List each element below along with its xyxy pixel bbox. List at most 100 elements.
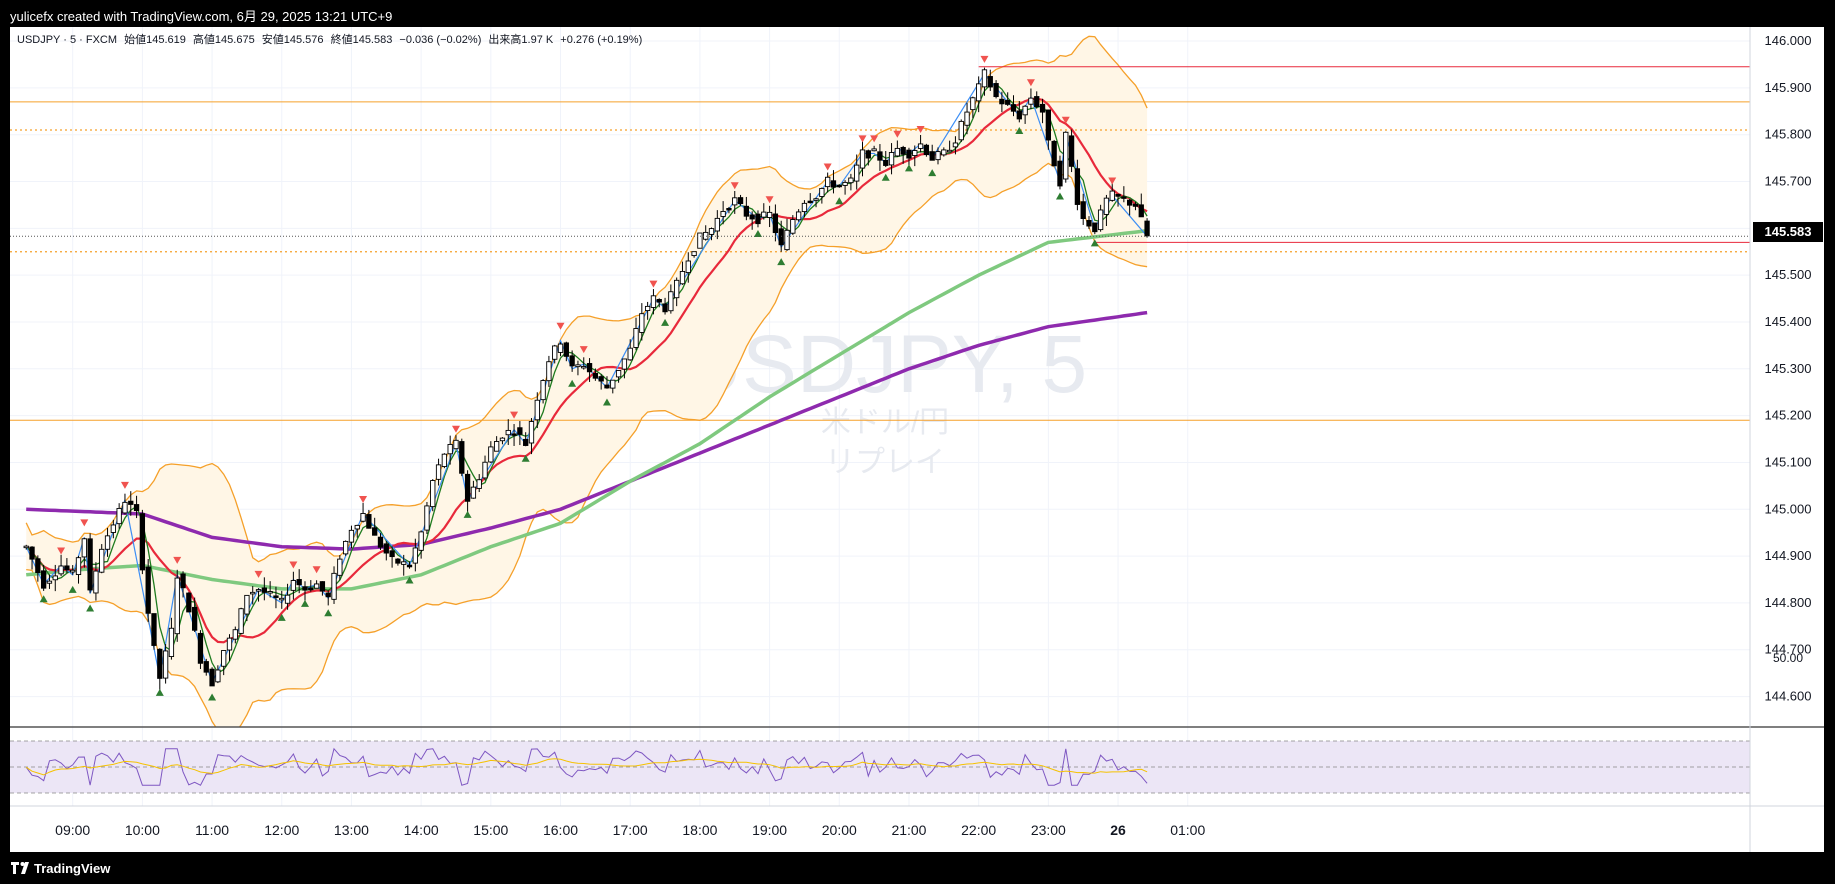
candle-body[interactable]	[110, 524, 116, 533]
candle-body[interactable]	[958, 120, 964, 141]
candle-body[interactable]	[627, 347, 633, 361]
candle-body[interactable]	[1080, 201, 1086, 220]
candle-body[interactable]	[825, 176, 831, 188]
candle-body[interactable]	[761, 211, 767, 218]
candle-body[interactable]	[1074, 168, 1081, 205]
candle-body[interactable]	[261, 587, 267, 593]
candle-body[interactable]	[215, 669, 221, 683]
candle-body[interactable]	[929, 151, 935, 161]
candle-body[interactable]	[313, 583, 320, 589]
candle-body[interactable]	[1057, 160, 1063, 187]
candle-body[interactable]	[1132, 203, 1139, 207]
candle-body[interactable]	[348, 529, 355, 543]
candle-body[interactable]	[993, 83, 999, 98]
candle-body[interactable]	[372, 527, 378, 536]
candle-body[interactable]	[801, 202, 808, 213]
candle-body[interactable]	[191, 606, 198, 631]
candle-body[interactable]	[493, 441, 500, 452]
candle-body[interactable]	[488, 446, 494, 463]
candle-body[interactable]	[505, 429, 511, 436]
candle-body[interactable]	[697, 232, 703, 249]
candle-body[interactable]	[581, 366, 587, 369]
candle-body[interactable]	[540, 380, 546, 401]
candle-body[interactable]	[157, 648, 163, 679]
candle-body[interactable]	[1144, 220, 1150, 237]
candle-body[interactable]	[99, 548, 105, 573]
candle-body[interactable]	[273, 595, 279, 598]
candle-body[interactable]	[563, 342, 569, 357]
candle-body[interactable]	[168, 627, 175, 657]
candle-body[interactable]	[302, 586, 308, 591]
candle-body[interactable]	[250, 591, 256, 595]
candle-body[interactable]	[459, 441, 465, 474]
candle-body[interactable]	[737, 197, 744, 205]
candle-body[interactable]	[383, 543, 389, 554]
candle-body[interactable]	[894, 147, 901, 157]
candle-body[interactable]	[1028, 97, 1034, 105]
candle-body[interactable]	[836, 184, 842, 188]
candle-body[interactable]	[81, 538, 87, 558]
candle-body[interactable]	[1068, 135, 1075, 167]
candle-body[interactable]	[226, 637, 233, 651]
candle-body[interactable]	[470, 486, 477, 499]
candle-body[interactable]	[366, 514, 372, 529]
candle-body[interactable]	[29, 546, 35, 560]
candle-body[interactable]	[308, 587, 314, 591]
candle-body[interactable]	[128, 500, 134, 505]
candle-body[interactable]	[464, 473, 471, 502]
candle-body[interactable]	[447, 443, 453, 455]
candle-body[interactable]	[946, 149, 953, 153]
candle-body[interactable]	[511, 433, 517, 436]
candle-body[interactable]	[900, 146, 906, 155]
candle-body[interactable]	[703, 231, 709, 240]
rsi-pane[interactable]	[10, 740, 1750, 794]
candle-body[interactable]	[644, 305, 651, 312]
candle-body[interactable]	[662, 303, 668, 313]
candle-body[interactable]	[615, 370, 622, 378]
candle-body[interactable]	[854, 164, 860, 182]
candle-body[interactable]	[162, 650, 169, 679]
candle-body[interactable]	[807, 200, 813, 204]
candle-body[interactable]	[766, 211, 773, 218]
candle-body[interactable]	[104, 535, 111, 550]
candle-body[interactable]	[401, 561, 407, 565]
candle-body[interactable]	[23, 545, 29, 549]
candle-body[interactable]	[674, 279, 680, 299]
candle-body[interactable]	[1034, 96, 1040, 108]
candle-body[interactable]	[389, 550, 395, 558]
candle-body[interactable]	[708, 228, 715, 235]
candle-body[interactable]	[784, 229, 790, 251]
candle-body[interactable]	[406, 564, 413, 568]
candle-body[interactable]	[749, 214, 755, 220]
candle-body[interactable]	[1092, 222, 1098, 233]
candle-body[interactable]	[93, 570, 99, 594]
candle-body[interactable]	[523, 438, 529, 446]
candle-body[interactable]	[377, 536, 384, 548]
candle-body[interactable]	[755, 213, 761, 225]
price-chart[interactable]: USDJPY, 5 米ドル/円 リプレイ 146.000145.900145.8…	[10, 27, 1824, 852]
candle-body[interactable]	[964, 111, 970, 126]
candle-body[interactable]	[441, 453, 448, 467]
candle-body[interactable]	[935, 151, 941, 161]
candle-body[interactable]	[795, 211, 802, 221]
candle-body[interactable]	[981, 69, 988, 88]
candle-body[interactable]	[1097, 209, 1104, 231]
candle-body[interactable]	[883, 159, 889, 166]
candle-body[interactable]	[116, 507, 122, 525]
candle-body[interactable]	[180, 573, 186, 589]
candle-body[interactable]	[604, 384, 610, 389]
candle-body[interactable]	[528, 421, 535, 444]
candle-body[interactable]	[284, 594, 291, 604]
candle-body[interactable]	[656, 298, 662, 303]
candle-body[interactable]	[830, 180, 837, 188]
candle-body[interactable]	[360, 513, 366, 522]
candle-body[interactable]	[552, 345, 558, 360]
candle-body[interactable]	[1045, 109, 1052, 141]
candle-body[interactable]	[819, 187, 825, 197]
candle-body[interactable]	[772, 213, 779, 234]
candle-body[interactable]	[122, 501, 128, 514]
candle-body[interactable]	[1127, 199, 1133, 206]
candle-body[interactable]	[917, 143, 924, 149]
candle-body[interactable]	[871, 148, 877, 152]
candle-body[interactable]	[691, 251, 697, 257]
